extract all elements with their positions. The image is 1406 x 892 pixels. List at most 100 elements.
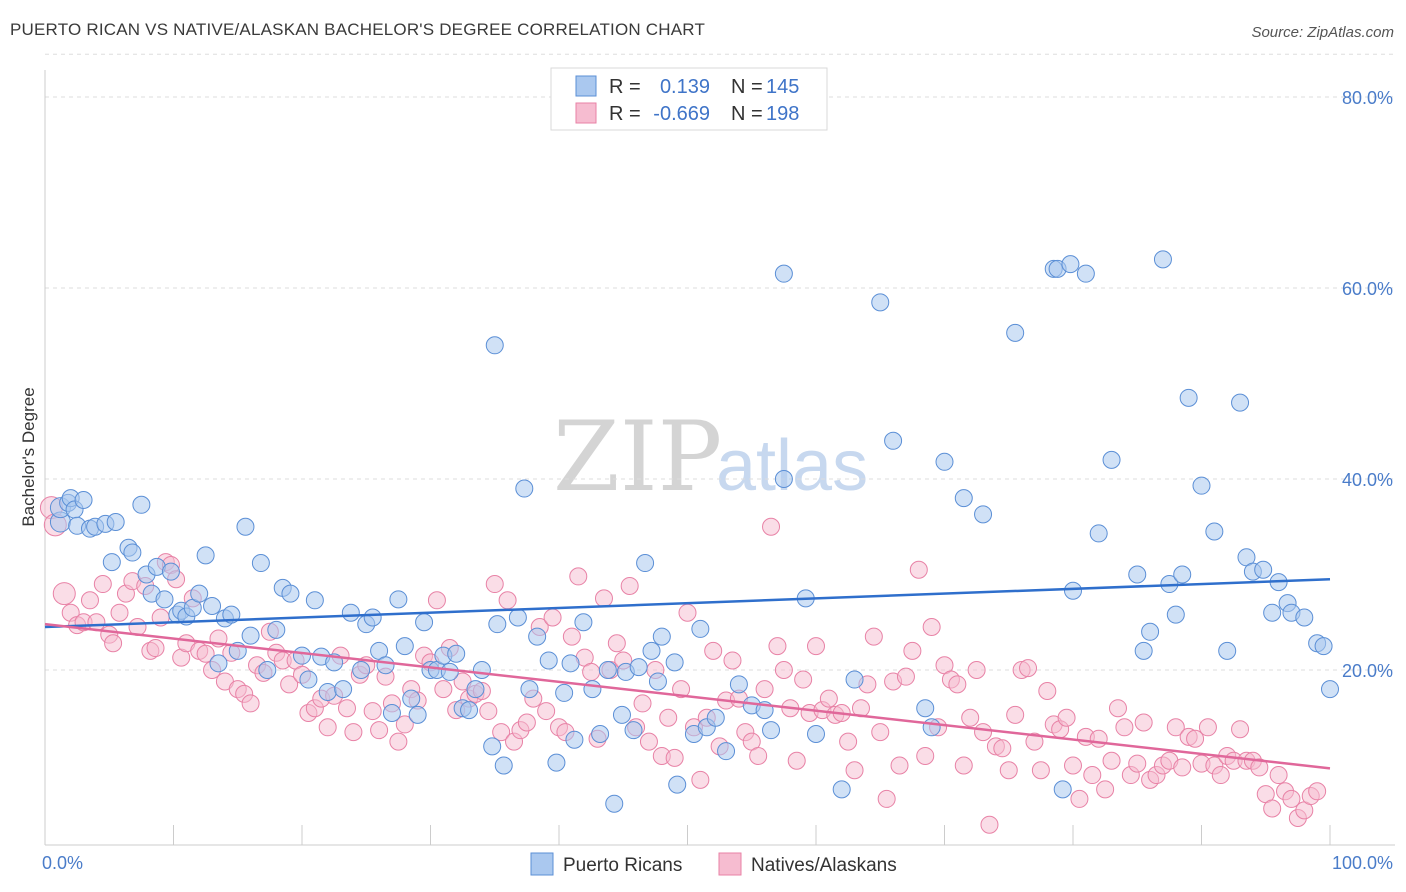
puerto-rican-point (258, 661, 277, 679)
y-tick-label-40: 40.0% (1342, 470, 1393, 490)
native-alaskan-point (280, 675, 299, 694)
native-alaskan-point (1108, 699, 1127, 718)
native-alaskan-point (909, 560, 928, 579)
puerto-rican-point (1134, 641, 1153, 660)
puerto-rican-point (1231, 393, 1250, 412)
puerto-rican-point (485, 336, 504, 355)
chart-title: PUERTO RICAN VS NATIVE/ALASKAN BACHELOR'… (10, 20, 706, 39)
puerto-rican-point (494, 756, 513, 775)
puerto-rican-point (466, 680, 485, 699)
native-alaskan-point (1134, 713, 1153, 732)
native-alaskan-point (1038, 682, 1057, 701)
native-alaskan-point (543, 608, 562, 627)
native-alaskan-point (948, 675, 967, 694)
native-alaskan-point (1198, 718, 1217, 737)
puerto-rican-point (363, 608, 382, 627)
native-alaskan-point (999, 761, 1018, 780)
puerto-rican-point (561, 654, 580, 673)
puerto-rican-point (508, 608, 527, 627)
puerto-rican-point (935, 452, 954, 471)
puerto-rican-point (1153, 250, 1172, 269)
bottom-legend-label-puerto-ricans: Puerto Ricans (563, 855, 682, 876)
y-axis-label: Bachelor's Degree (19, 387, 38, 526)
legend-swatch-pink (575, 102, 597, 124)
puerto-rican-point (624, 721, 643, 740)
native-alaskan-point (594, 589, 613, 608)
puerto-rican-point (395, 637, 414, 656)
puerto-rican-point (251, 554, 270, 573)
y-tick-label-60: 60.0% (1342, 279, 1393, 299)
puerto-rican-point (665, 653, 684, 672)
puerto-rican-point (488, 615, 507, 634)
legend-r-label-1: R = (609, 76, 641, 98)
native-alaskan-point (1031, 761, 1050, 780)
native-alaskan-point (337, 699, 356, 718)
native-alaskan-point (1250, 758, 1269, 777)
axes (44, 70, 1395, 846)
native-alaskan-point (1263, 799, 1282, 818)
puerto-rican-point (871, 293, 890, 312)
native-alaskan-point (1115, 718, 1134, 737)
correlation-legend: R = 0.139 N = 145 R = -0.669 N = 198 (550, 67, 828, 131)
native-alaskan-point (1025, 732, 1044, 751)
y-tick-label-20: 20.0% (1342, 661, 1393, 681)
puerto-rican-point (293, 646, 311, 665)
native-alaskan-point (1089, 729, 1108, 748)
native-alaskan-point (871, 723, 890, 742)
puerto-rican-point (1053, 780, 1072, 799)
puerto-rican-point (299, 670, 318, 689)
puerto-rican-point (155, 590, 174, 609)
native-alaskan-point (498, 591, 517, 610)
puerto-rican-point (1179, 388, 1198, 407)
native-alaskan-point (794, 670, 813, 689)
native-alaskan-point (146, 639, 165, 658)
native-alaskan-point (104, 634, 123, 653)
puerto-rican-point (123, 543, 142, 562)
native-alaskan-point (344, 723, 363, 742)
native-alaskan-point (839, 732, 858, 751)
puerto-rican-point (1064, 581, 1082, 600)
puerto-rican-point (190, 584, 209, 603)
puerto-rican-point (1218, 641, 1237, 660)
native-alaskan-point (1166, 718, 1185, 737)
series-puerto-ricans-points (49, 250, 1339, 813)
native-alaskan-point (1173, 758, 1192, 777)
puerto-rican-point (922, 718, 941, 737)
legend-r-value-1: 0.139 (660, 76, 710, 98)
puerto-rican-point (1061, 255, 1080, 274)
puerto-rican-point (1102, 450, 1121, 469)
puerto-rican-point (74, 491, 93, 510)
puerto-rican-point (668, 775, 687, 794)
native-alaskan-point (562, 627, 581, 646)
puerto-rican-point (648, 672, 667, 691)
native-alaskan-point (974, 723, 993, 742)
watermark-zip: ZIP (553, 401, 722, 513)
legend-n-label-2: N = (731, 103, 763, 125)
native-alaskan-point (762, 517, 781, 536)
puerto-rican-point (267, 620, 286, 639)
puerto-rican-point (762, 721, 781, 740)
native-alaskan-point (582, 662, 601, 681)
native-alaskan-point (1083, 766, 1102, 785)
chart-source: Source: ZipAtlas.com (1251, 24, 1394, 41)
native-alaskan-point (691, 770, 710, 789)
watermark-atlas: atlas (716, 426, 868, 506)
puerto-rican-point (389, 590, 408, 609)
native-alaskan-point (1269, 766, 1288, 785)
trend-line-natives-alaskans (44, 622, 1331, 770)
puerto-rican-point (629, 658, 648, 677)
x-tick-label-100: 100.0% (1332, 853, 1393, 873)
puerto-rican-point (1166, 605, 1185, 624)
native-alaskan-point (749, 746, 768, 765)
bottom-legend-swatch-blue (530, 852, 554, 876)
native-alaskan-point (1231, 720, 1250, 739)
puerto-rican-point (612, 705, 631, 724)
native-alaskan-point (241, 694, 260, 713)
native-alaskan-point (1308, 782, 1327, 801)
native-alaskan-point (395, 715, 414, 734)
puerto-rican-point (1128, 565, 1147, 584)
watermark: ZIP atlas (553, 401, 868, 513)
native-alaskan-point (110, 603, 129, 622)
puerto-rican-point (1321, 680, 1339, 699)
